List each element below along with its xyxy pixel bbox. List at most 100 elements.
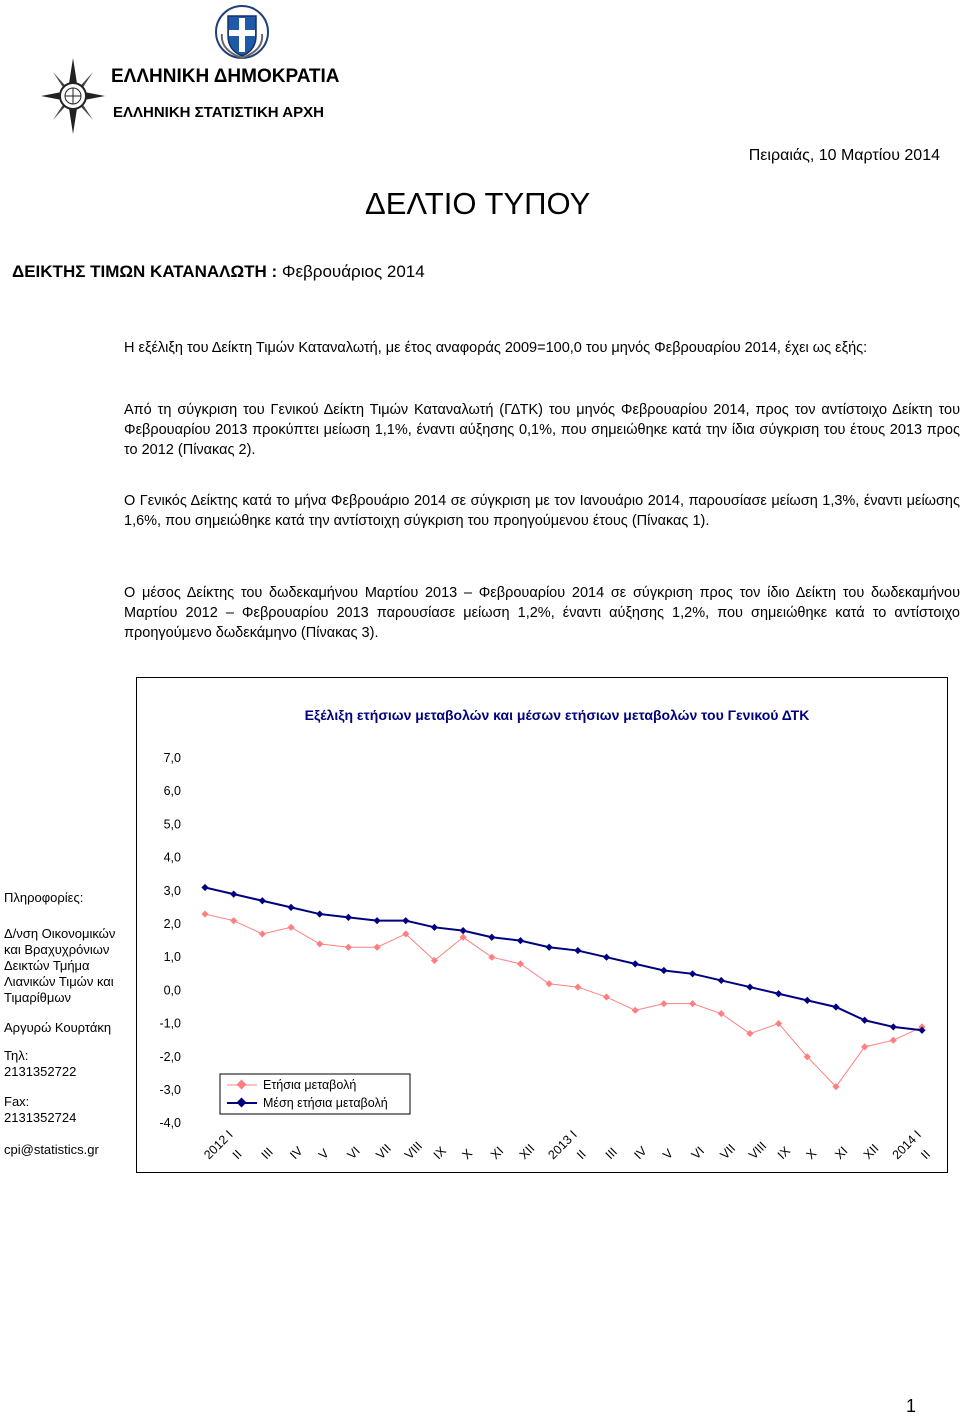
average-change-paragraph: Ο μέσος Δείκτης του δωδεκαμήνου Μαρτίου … (124, 585, 960, 641)
series-line-1 (204, 886, 923, 1032)
fax-label: Fax: (4, 1094, 30, 1109)
series-0-point (201, 910, 209, 918)
series-0-point (402, 930, 410, 938)
y-tick-label: 5,0 (164, 817, 181, 831)
series-1-point (373, 917, 381, 925)
series-0-point (889, 1036, 897, 1044)
contact-name: Αργυρώ Κουρτάκη (4, 1020, 112, 1035)
series-0-point (230, 917, 238, 925)
x-tick-label: XII (861, 1141, 882, 1162)
series-0-point (717, 1010, 725, 1018)
series-0-point (602, 993, 611, 1001)
y-tick-label: 0,0 (164, 983, 181, 997)
series-1-point (258, 897, 266, 905)
series-1-point (201, 883, 209, 892)
greek-coat-of-arms-icon (215, 5, 269, 60)
series-0-point (574, 983, 582, 991)
series-0-point (688, 1000, 697, 1008)
y-tick-label: -1,0 (159, 1017, 181, 1031)
series-0-point (545, 980, 553, 988)
series-1-point (889, 1023, 897, 1031)
x-tick-label: 2012 I (201, 1128, 235, 1162)
series-1-point (516, 937, 525, 945)
series-0-point (430, 956, 439, 965)
legend-box (219, 1073, 411, 1115)
series-1-point (287, 903, 295, 911)
x-tick-label: VI (345, 1144, 363, 1162)
series-0-point (660, 1000, 668, 1008)
x-tick-label: IX (431, 1143, 450, 1162)
subtitle-period: Φεβρουάριος 2014 (281, 262, 425, 281)
series-0-point (488, 953, 496, 961)
series-0-point (775, 1020, 783, 1028)
legend-marker-average (236, 1097, 247, 1108)
info-label: Πληροφορίες: (4, 890, 84, 905)
series-0-point (746, 1029, 754, 1038)
org-name-secondary: ΕΛΛΗΝΙΚΗ ΣΤΑΤΙΣΤΙΚΗ ΑΡΧΗ (113, 104, 324, 121)
document-date: Πειραιάς, 10 Μαρτίου 2014 (748, 147, 940, 164)
y-tick-label: -2,0 (159, 1050, 181, 1064)
series-1-point (316, 910, 324, 918)
series-0-point (459, 933, 467, 941)
department-name: Δ/νση Οικονομικών και Βραχυχρόνιων Δεικτ… (4, 926, 116, 1005)
org-name-primary: ΕΛΛΗΝΙΚΗ ΔΗΜΟΚΡΑΤΙΑ (111, 66, 340, 87)
series-1-point (602, 953, 611, 961)
series-line-0 (204, 913, 923, 1088)
page-title: ΔΕΛΤΙΟ ΤΥΠΟΥ (365, 186, 591, 221)
annual-change-paragraph: Από τη σύγκριση του Γενικού Δείκτη Τιμών… (124, 402, 960, 458)
series-1-point (746, 983, 754, 991)
x-tick-label: VII (373, 1141, 394, 1162)
page-number: 1 (906, 1396, 917, 1416)
series-1-point (402, 917, 410, 925)
x-tick-label: II (574, 1147, 589, 1162)
x-tick-label: VIII (402, 1139, 425, 1162)
series-1-point (545, 943, 553, 951)
series-1-point (631, 960, 639, 968)
chart-legend: Ετήσια μεταβολή Μέση ετήσια μεταβολή (219, 1073, 411, 1115)
series-0-point (258, 930, 266, 938)
contact-sidebar: Πληροφορίες: Δ/νση Οικονομικών και Βραχυ… (4, 890, 116, 1158)
series-1-point (660, 966, 668, 975)
x-tick-label: XII (517, 1141, 538, 1162)
x-tick-label: V (316, 1146, 332, 1162)
tel-label: Τηλ: (4, 1048, 29, 1063)
email-address[interactable]: cpi@statistics.gr (4, 1142, 99, 1157)
series-1-point (230, 890, 238, 898)
y-tick-label: 1,0 (164, 950, 181, 964)
series-0-point (631, 1006, 639, 1014)
x-tick-label: VII (717, 1141, 738, 1162)
elstat-compass-logo-icon (41, 58, 105, 134)
series-0-point (861, 1043, 869, 1051)
tel-number: 2131352722 (4, 1064, 77, 1079)
series-0-point (344, 943, 352, 951)
y-tick-label: -4,0 (159, 1116, 181, 1130)
series-0-point (803, 1053, 811, 1061)
page-subtitle: ΔΕΙΚΤΗΣ ΤΙΜΩΝ ΚΑΤΑΝΑΛΩΤΗ : Φεβρουάριος 2… (12, 262, 425, 282)
series-1-point (717, 976, 725, 985)
fax-number: 2131352724 (4, 1110, 77, 1125)
series-0-point (516, 960, 525, 968)
y-tick-label: -3,0 (159, 1083, 181, 1097)
series-1-point (430, 923, 439, 931)
x-tick-label: VI (689, 1144, 707, 1162)
monthly-change-paragraph: Ο Γενικός Δείκτης κατά το μήνα Φεβρουάρι… (124, 493, 960, 529)
x-tick-label: 2014 I (890, 1128, 924, 1162)
x-tick-label: XI (488, 1144, 506, 1162)
series-1-point (775, 990, 783, 998)
x-tick-label: VIII (746, 1139, 769, 1162)
x-tick-label: X (804, 1146, 820, 1162)
x-tick-label: XI (832, 1144, 850, 1162)
x-tick-label: X (459, 1146, 475, 1162)
x-tick-label: 2013 I (545, 1128, 579, 1162)
series-0-point (287, 923, 295, 931)
series-1-point (488, 933, 496, 941)
series-1-point (459, 927, 467, 935)
x-tick-label: II (230, 1147, 245, 1162)
series-0-point (832, 1083, 840, 1091)
y-tick-label: 2,0 (164, 917, 181, 931)
y-axis-ticks: 7,0 6,0 5,0 4,0 3,0 2,0 1,0 0,0 -1,0 -2,0 -3,0 -4,0 (159, 751, 181, 1130)
chart-title: Εξέλιξη ετήσιων μεταβολών και μέσων ετήσ… (305, 707, 810, 723)
y-tick-label: 4,0 (164, 851, 181, 865)
series-1-point (803, 996, 811, 1004)
series-1-point (574, 946, 582, 955)
